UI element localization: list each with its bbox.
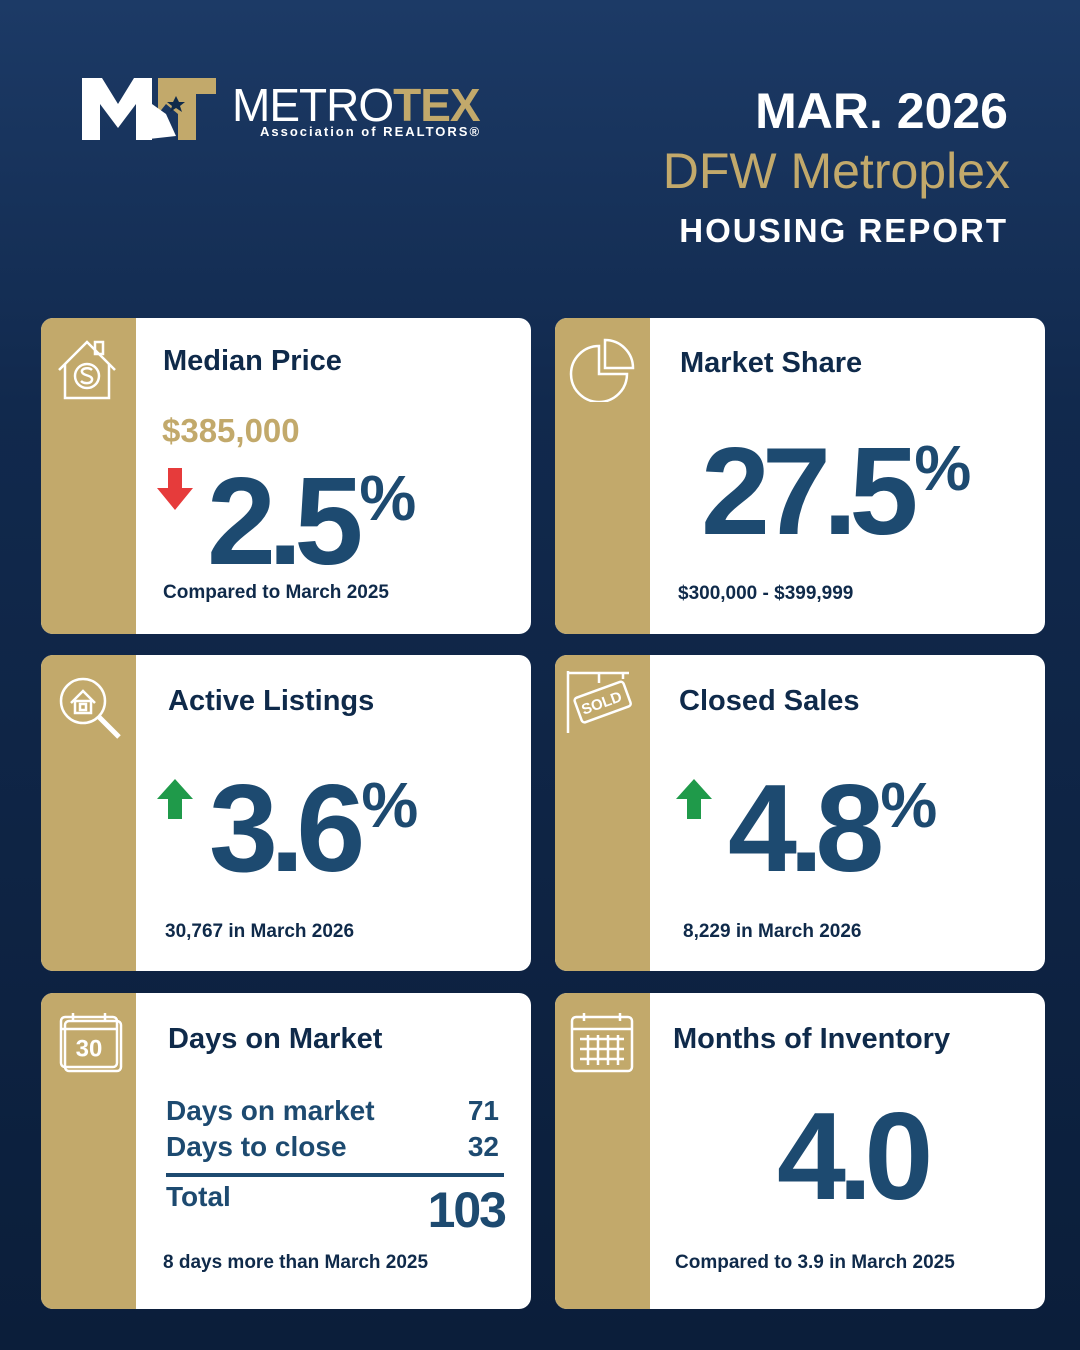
card-note: Compared to 3.9 in March 2025 — [675, 1252, 955, 1273]
big-value: 4.0 — [777, 1088, 933, 1226]
value: 4.0 — [777, 1088, 933, 1226]
card-note: Compared to March 2025 — [163, 582, 389, 603]
logo-sub: Association of REALTORS® — [260, 124, 482, 139]
divider — [166, 1173, 504, 1177]
icon-text: SOLD — [579, 688, 624, 718]
value: 4.8 — [728, 760, 884, 898]
arrow-up — [676, 779, 712, 819]
card-median-price: Median Price $385,000 2.5% Compared to M… — [41, 318, 531, 634]
icon-sold: SOLD — [566, 671, 632, 733]
card-title: Closed Sales — [679, 685, 860, 717]
total-value: 103 — [427, 1182, 507, 1238]
card-months-inventory: Months of Inventory 4.0 Compared to 3.9 … — [555, 993, 1045, 1309]
card-closed-sales: SOLD Closed Sales 4.8% 8,229 in March 20… — [555, 655, 1045, 971]
report-title: HOUSING REPORT — [679, 212, 1008, 249]
logo-main: METRO — [232, 79, 394, 131]
icon-pie — [569, 338, 635, 402]
icon-house — [58, 340, 116, 400]
arrow-up — [157, 779, 193, 819]
total-label: Total — [166, 1181, 231, 1212]
icon-search — [59, 677, 121, 739]
card-note: $300,000 - $399,999 — [678, 583, 854, 604]
unit: % — [359, 462, 416, 534]
card-title: Median Price — [163, 345, 342, 377]
unit: % — [914, 432, 971, 504]
card-note: 8 days more than March 2025 — [163, 1252, 429, 1273]
region: DFW Metroplex — [662, 143, 1010, 199]
price: $385,000 — [162, 412, 300, 449]
unit: % — [361, 769, 418, 841]
big-value: 2.5% — [207, 453, 416, 591]
logo-text: METROTEX — [232, 78, 481, 132]
card-note: 8,229 in March 2026 — [683, 921, 862, 942]
big-value: 3.6% — [209, 760, 418, 898]
icon-calendar: 30 — [59, 1013, 123, 1073]
value: 2.5 — [207, 453, 363, 591]
total-row: Total 103 — [166, 1181, 507, 1239]
icon-calendar-grid — [570, 1013, 634, 1073]
value: 3.6 — [209, 760, 365, 898]
unit: % — [880, 769, 937, 841]
logo-mark — [82, 78, 216, 140]
icon-text: 30 — [76, 1035, 103, 1062]
big-value: 27.5% — [701, 423, 971, 561]
strip — [555, 655, 650, 971]
row-label: Days on market — [166, 1095, 375, 1126]
card-market-share: Market Share 27.5% $300,000 - $399,999 — [555, 318, 1045, 634]
report-date: MAR. 2026 — [755, 83, 1008, 139]
strip — [41, 318, 136, 634]
strip — [41, 655, 136, 971]
card-title: Days on Market — [168, 1023, 383, 1055]
row-value: 71 — [467, 1095, 499, 1126]
metric-row: Days to close 32 — [166, 1131, 499, 1163]
card-active-listings: Active Listings 3.6% 30,767 in March 202… — [41, 655, 531, 971]
value: 27.5 — [701, 423, 918, 561]
card-title: Market Share — [680, 347, 863, 379]
row-label: Days to close — [166, 1131, 347, 1162]
metric-row: Days on market 71 — [166, 1095, 499, 1127]
arrow-down — [157, 468, 193, 510]
card-title: Months of Inventory — [673, 1023, 951, 1055]
card-note: 30,767 in March 2026 — [165, 921, 355, 942]
card-days-on-market: 30 Days on Market Days on market 71 Days … — [41, 993, 531, 1309]
logo-accent: TEX — [393, 79, 480, 131]
card-title: Active Listings — [168, 685, 375, 717]
big-value: 4.8% — [728, 760, 937, 898]
row-value: 32 — [467, 1131, 499, 1162]
